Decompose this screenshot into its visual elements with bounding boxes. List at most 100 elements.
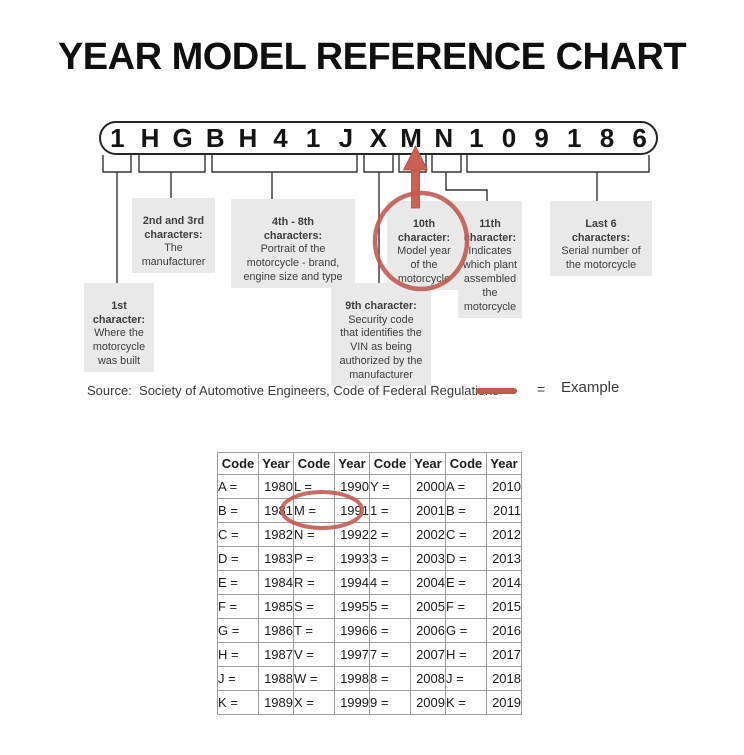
- code-cell: V =: [293, 642, 335, 667]
- connector-11th-char: [445, 172, 488, 201]
- code-cell: K =: [217, 690, 259, 715]
- year-cell: 2019: [486, 690, 522, 715]
- code-cell: 3 =: [369, 546, 411, 571]
- bracket-1st-char: [102, 155, 132, 173]
- code-cell: Y =: [369, 474, 411, 499]
- year-cell: 1989: [258, 690, 294, 715]
- callout-body: Security code that identifies the VIN as…: [339, 313, 423, 381]
- vin-character: B: [205, 123, 225, 153]
- year-cell: 2011: [486, 498, 522, 523]
- legend-equals-sign: =: [537, 381, 546, 397]
- year-cell: 1984: [258, 570, 294, 595]
- callout-4th-8th-characters: 4th - 8th characters: Portrait of the mo…: [231, 199, 355, 288]
- code-cell: 7 =: [369, 642, 411, 667]
- table-row: E = 1984 R = 1994 4 = 2004 E = 2014: [217, 570, 522, 595]
- table-row: B = 1981 M = 1991 1 = 2001 B = 2011: [217, 498, 522, 523]
- vin-character: 0: [501, 123, 517, 153]
- year-cell: 1981: [258, 498, 294, 523]
- code-cell: E =: [217, 570, 259, 595]
- year-cell: 1983: [258, 546, 294, 571]
- callout-11th-character: 11th character: Indicates which plant as…: [458, 201, 522, 318]
- table-header-year: Year: [334, 452, 370, 475]
- table-row: K = 1989 X = 1999 9 = 2009 K = 2019: [217, 690, 522, 715]
- year-cell: 1995: [334, 594, 370, 619]
- table-row: F = 1985 S = 1995 5 = 2005 F = 2015: [217, 594, 522, 619]
- year-cell: 2012: [486, 522, 522, 547]
- callout-title: 10th character:: [397, 217, 451, 244]
- vin-character: 1: [469, 123, 484, 153]
- code-cell: F =: [445, 594, 487, 619]
- year-cell: 2006: [410, 618, 446, 643]
- table-row: A = 1980 L = 1990 Y = 2000 A = 2010: [217, 474, 522, 499]
- year-code-table-body: A = 1980 L = 1990 Y = 2000 A = 2010 B = 1981 M = 19…: [217, 474, 522, 715]
- year-cell: 2008: [410, 666, 446, 691]
- code-cell: B =: [217, 498, 259, 523]
- code-cell: K =: [445, 690, 487, 715]
- table-header-code: Code: [293, 452, 335, 475]
- code-cell: 4 =: [369, 570, 411, 595]
- callout-title: 4th - 8th characters:: [263, 215, 323, 242]
- code-cell: J =: [217, 666, 259, 691]
- year-cell: 2009: [410, 690, 446, 715]
- code-cell: C =: [445, 522, 487, 547]
- code-cell: 6 =: [369, 618, 411, 643]
- vin-character: 1: [305, 123, 321, 153]
- code-cell: E =: [445, 570, 487, 595]
- callout-body: Model year of the motorcycle: [397, 245, 451, 286]
- code-cell: W =: [293, 666, 335, 691]
- year-cell: 1994: [334, 570, 370, 595]
- page-title: YEAR MODEL REFERENCE CHART: [57, 36, 687, 78]
- code-cell: N =: [293, 522, 335, 547]
- legend-example-label: Example: [561, 379, 620, 396]
- code-cell: 8 =: [369, 666, 411, 691]
- table-row: J = 1988 W = 1998 8 = 2008 J = 2018: [217, 666, 522, 691]
- table-row: G = 1986 T = 1996 6 = 2006 G = 2016: [217, 618, 522, 643]
- callout-title: Last 6 characters:: [571, 217, 631, 244]
- code-cell: F =: [217, 594, 259, 619]
- code-cell: J =: [445, 666, 487, 691]
- table-header-code: Code: [445, 452, 487, 475]
- year-cell: 2007: [410, 642, 446, 667]
- year-cell: 1997: [334, 642, 370, 667]
- year-cell: 1990: [334, 474, 370, 499]
- year-code-table-head: Code Year Code Year Code Year Code Year: [217, 452, 522, 475]
- year-cell: 1982: [258, 522, 294, 547]
- year-cell: 1998: [334, 666, 370, 691]
- callout-title: 9th character:: [345, 299, 417, 312]
- bracket-10th-char: [398, 155, 427, 173]
- year-cell: 2010: [486, 474, 522, 499]
- callout-2nd-3rd-characters: 2nd and 3rd characters: The manufacturer: [132, 198, 215, 274]
- code-cell: H =: [217, 642, 259, 667]
- code-cell: 9 =: [369, 690, 411, 715]
- year-cell: 1991: [334, 498, 370, 523]
- year-cell: 1985: [258, 594, 294, 619]
- code-cell: 2 =: [369, 522, 411, 547]
- code-cell: A =: [445, 474, 487, 499]
- table-row: D = 1983 P = 1993 3 = 2003 D = 2013: [217, 546, 522, 571]
- code-cell: H =: [445, 642, 487, 667]
- year-cell: 2018: [486, 666, 522, 691]
- year-code-table: Code Year Code Year Code Year Code Year A = 1980…: [217, 452, 522, 715]
- vin-character: 9: [534, 123, 549, 153]
- year-cell: 2004: [410, 570, 446, 595]
- year-cell: 1996: [334, 618, 370, 643]
- year-cell: 1986: [258, 618, 294, 643]
- year-cell: 1988: [258, 666, 294, 691]
- year-cell: 1992: [334, 522, 370, 547]
- year-cell: 2017: [486, 642, 522, 667]
- callout-body: Serial number of the motorcycle: [561, 245, 641, 272]
- vin-character: H: [238, 123, 258, 153]
- code-cell: 5 =: [369, 594, 411, 619]
- code-cell: M =: [293, 498, 335, 523]
- year-cell: 2014: [486, 570, 522, 595]
- code-cell: P =: [293, 546, 335, 571]
- code-cell: C =: [217, 522, 259, 547]
- vin-character: 1: [110, 123, 125, 153]
- callout-title: 1st character:: [92, 299, 146, 326]
- table-header-year: Year: [258, 452, 294, 475]
- vin-character: X: [369, 123, 388, 153]
- bracket-4th-8th: [211, 155, 358, 173]
- code-cell: S =: [293, 594, 335, 619]
